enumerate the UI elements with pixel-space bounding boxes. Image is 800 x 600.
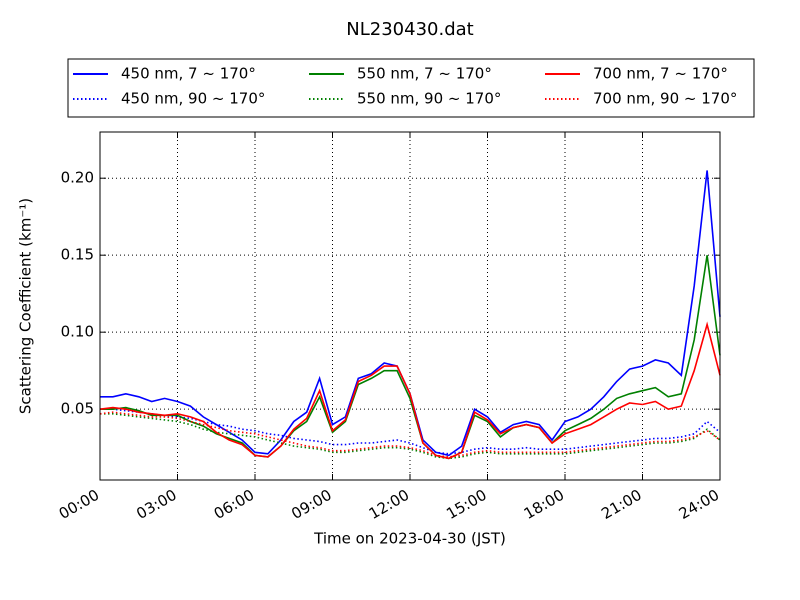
series-line xyxy=(100,413,721,460)
legend-box xyxy=(67,58,755,118)
x-tick-label: 03:00 xyxy=(133,486,179,523)
legend-label: 550 nm, 90 ~ 170° xyxy=(357,90,501,108)
x-tick-label: 06:00 xyxy=(211,486,257,523)
y-tick-label: 0.10 xyxy=(61,323,94,341)
legend-label: 700 nm, 7 ~ 170° xyxy=(593,65,728,83)
y-tick-label: 0.20 xyxy=(61,169,94,187)
legend-label: 450 nm, 7 ~ 170° xyxy=(121,65,256,83)
x-tick-label: 18:00 xyxy=(521,486,567,523)
x-tick-label: 15:00 xyxy=(443,486,489,523)
x-tick-label: 09:00 xyxy=(288,486,334,523)
x-tick-label: 24:00 xyxy=(676,486,722,523)
chart-title: NL230430.dat xyxy=(346,19,473,40)
legend-label: 450 nm, 90 ~ 170° xyxy=(121,90,265,108)
y-tick-label: 0.05 xyxy=(61,400,94,418)
y-tick-label: 0.15 xyxy=(61,246,94,264)
y-axis-label: Scattering Coefficient (km⁻¹) xyxy=(17,198,35,414)
x-tick-label: 12:00 xyxy=(366,486,412,523)
legend-label: 700 nm, 90 ~ 170° xyxy=(593,90,737,108)
legend-label: 550 nm, 7 ~ 170° xyxy=(357,65,492,83)
x-axis-label: Time on 2023-04-30 (JST) xyxy=(313,530,506,548)
series-line xyxy=(99,411,721,458)
plot-frame xyxy=(99,131,721,481)
x-tick-label: 21:00 xyxy=(598,486,644,523)
series-line xyxy=(100,255,721,460)
x-tick-label: 00:00 xyxy=(56,486,102,523)
series-line xyxy=(99,321,721,460)
